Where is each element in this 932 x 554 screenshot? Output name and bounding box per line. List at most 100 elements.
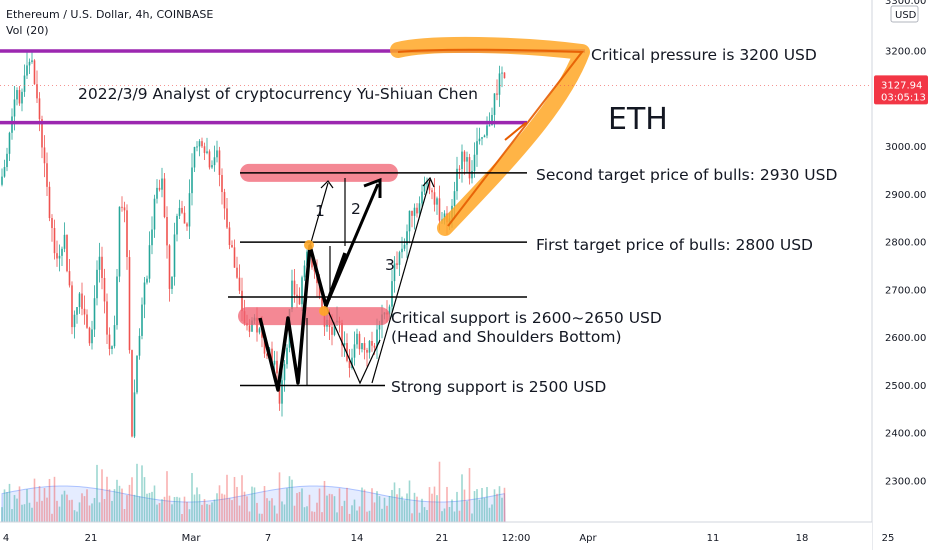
volume-bar: [256, 502, 258, 522]
candle-body: [358, 333, 361, 350]
volume-bar: [441, 511, 443, 522]
main-arrow: [324, 183, 380, 307]
candle-body: [121, 206, 123, 208]
breakout-dot: [304, 240, 314, 250]
retest-dot: [319, 306, 329, 316]
wave2-label: 2: [351, 200, 361, 218]
candle-body: [318, 283, 321, 298]
candle-body: [468, 157, 471, 179]
volume-bar: [203, 499, 206, 522]
candle-body: [321, 297, 323, 309]
analyst-label: 2022/3/9 Analyst of cryptocurrency Yu-Sh…: [78, 85, 478, 103]
volume-bar: [13, 495, 16, 522]
candle-body: [128, 257, 131, 351]
volume-bar: [493, 489, 496, 522]
candle-body: [146, 278, 148, 283]
last-price-label: 3127.94: [881, 80, 922, 91]
time-tick-label: 21: [436, 533, 449, 544]
candle-body: [353, 344, 356, 358]
candle-body: [123, 207, 126, 211]
volume-bar: [363, 489, 366, 522]
volume-bar: [281, 501, 283, 522]
volume-bar: [33, 478, 36, 522]
candle-body: [273, 360, 276, 365]
candle-body: [331, 326, 333, 335]
price-tick-label: 2900.00: [885, 190, 926, 201]
candle-body: [436, 198, 438, 205]
candle-body: [298, 295, 301, 305]
time-axis[interactable]: 4 21 Mar 7 14 21 12:00 Apr 11 18 25: [0, 521, 894, 550]
candle-body: [46, 163, 48, 187]
main-arrow-head: [363, 177, 382, 198]
time-tick-label: 21: [85, 533, 98, 544]
volume-bar: [126, 495, 128, 522]
volume-bar: [398, 488, 401, 522]
candle-body: [291, 280, 293, 310]
candle-body: [368, 340, 371, 353]
wave1-label: 1: [315, 202, 325, 220]
candle-body: [483, 135, 486, 138]
volume-bar: [226, 474, 228, 522]
candle-body: [118, 206, 121, 277]
volume-bar: [351, 505, 353, 522]
candle-body: [161, 178, 163, 190]
candle-body: [498, 73, 501, 95]
price-axis[interactable]: 3300.003200.003100.003000.002900.002800.…: [871, 0, 932, 550]
volume-bar: [358, 506, 361, 522]
volume-bar: [196, 487, 198, 522]
candle-body: [301, 277, 303, 305]
candle-body: [443, 213, 446, 220]
time-tick-label: 4: [3, 533, 9, 544]
candle-body: [61, 248, 63, 256]
volume-bar: [276, 513, 278, 522]
volume-bar: [268, 500, 271, 522]
candle-body: [226, 208, 228, 228]
volume-bar: [48, 478, 51, 522]
candle-body: [406, 231, 408, 245]
candle-body: [413, 207, 416, 216]
volume-bar: [496, 493, 498, 522]
candle-body: [163, 178, 166, 218]
candle-body: [66, 234, 68, 272]
volume-bar: [321, 512, 323, 522]
candle-body: [333, 322, 336, 335]
support-label: Critical support is 2600~2650 USD: [391, 309, 662, 327]
volume-bar: [408, 480, 411, 522]
price-tick-label: 3000.00: [885, 142, 926, 153]
volume-bar: [81, 493, 83, 522]
volume-bar: [336, 512, 338, 522]
right-shoulder-line: [325, 305, 381, 385]
volume-bar: [163, 496, 166, 522]
volume-bar: [366, 511, 368, 522]
volume-bar: [381, 508, 383, 522]
candle-body: [403, 244, 406, 249]
volume-bar: [488, 507, 491, 522]
candle-body: [101, 256, 103, 278]
time-tick-label: 14: [351, 533, 364, 544]
candle-body: [286, 347, 288, 365]
volume-bar: [233, 476, 236, 522]
candle-body: [51, 218, 53, 229]
volume-bar: [418, 512, 421, 522]
volume-bar: [273, 505, 276, 522]
last-price-tag: [874, 75, 928, 105]
candle-body: [156, 187, 158, 199]
candle-body: [491, 114, 493, 126]
price-tick-label: 3200.00: [885, 47, 926, 58]
candle-body: [103, 277, 106, 302]
volume-bar: [346, 487, 348, 522]
volume-bar: [501, 497, 503, 522]
volume-bar: [171, 504, 173, 522]
volume-bar: [88, 505, 91, 522]
candle-body: [53, 228, 56, 254]
volume-bar: [73, 510, 76, 522]
candle-body: [481, 137, 483, 139]
volume-bar: [413, 492, 416, 522]
volume-bar: [153, 485, 156, 522]
candle-body: [311, 253, 313, 268]
candle-body: [233, 247, 236, 268]
volume-bar: [271, 498, 273, 522]
candle-body: [348, 360, 351, 368]
